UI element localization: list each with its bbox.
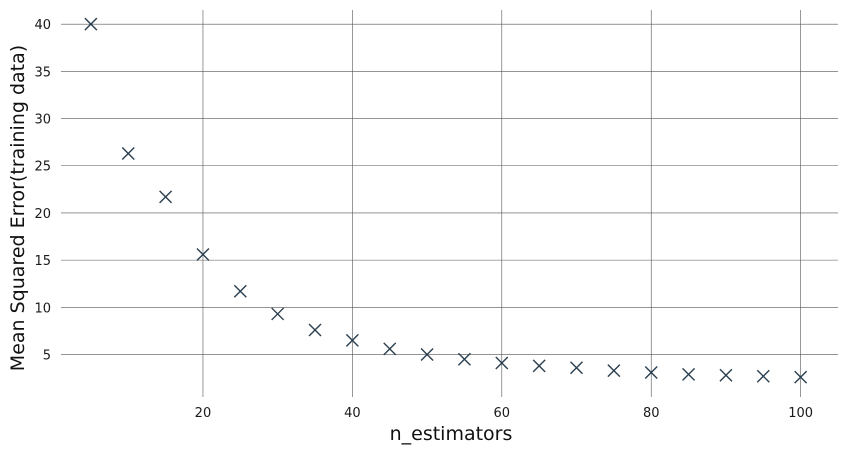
x-tick-label: 80 bbox=[643, 406, 660, 421]
x-tick-labels: 20 40 60 80 100 bbox=[195, 406, 813, 421]
data-point bbox=[196, 247, 210, 261]
x-tick-label: 100 bbox=[788, 406, 813, 421]
x-tick-label: 40 bbox=[344, 406, 361, 421]
data-point bbox=[345, 333, 359, 347]
data-point bbox=[84, 17, 98, 31]
data-point bbox=[570, 361, 584, 375]
data-point bbox=[607, 364, 621, 378]
y-gridlines bbox=[61, 23, 838, 355]
data-point bbox=[794, 370, 808, 384]
data-point bbox=[420, 348, 434, 362]
data-point bbox=[271, 307, 285, 321]
data-point bbox=[682, 367, 696, 381]
data-point bbox=[233, 284, 247, 298]
y-tick-label: 30 bbox=[34, 113, 51, 128]
data-point bbox=[644, 365, 658, 379]
y-tick-label: 15 bbox=[34, 254, 51, 269]
x-tick-label: 60 bbox=[494, 406, 511, 421]
data-point bbox=[532, 359, 546, 373]
y-tick-label: 10 bbox=[34, 301, 51, 316]
y-tick-label: 20 bbox=[34, 207, 51, 222]
y-tick-label: 40 bbox=[34, 18, 51, 33]
data-point bbox=[383, 342, 397, 356]
y-tick-label: 35 bbox=[34, 65, 51, 80]
data-point bbox=[756, 369, 770, 383]
x-axis-label: n_estimators bbox=[390, 423, 513, 445]
data-point bbox=[719, 368, 733, 382]
data-points bbox=[84, 17, 808, 384]
data-point bbox=[121, 146, 135, 160]
x-tick-label: 20 bbox=[195, 406, 212, 421]
x-gridlines bbox=[202, 10, 801, 397]
y-tick-labels: 5 10 15 20 25 30 35 40 bbox=[34, 18, 51, 363]
data-point bbox=[495, 356, 509, 370]
data-point bbox=[308, 323, 322, 337]
y-tick-label: 5 bbox=[43, 349, 51, 364]
y-axis-label: Mean Squared Error(training data) bbox=[7, 45, 29, 371]
data-point bbox=[457, 352, 471, 366]
y-tick-label: 25 bbox=[34, 160, 51, 175]
data-point bbox=[159, 190, 173, 204]
